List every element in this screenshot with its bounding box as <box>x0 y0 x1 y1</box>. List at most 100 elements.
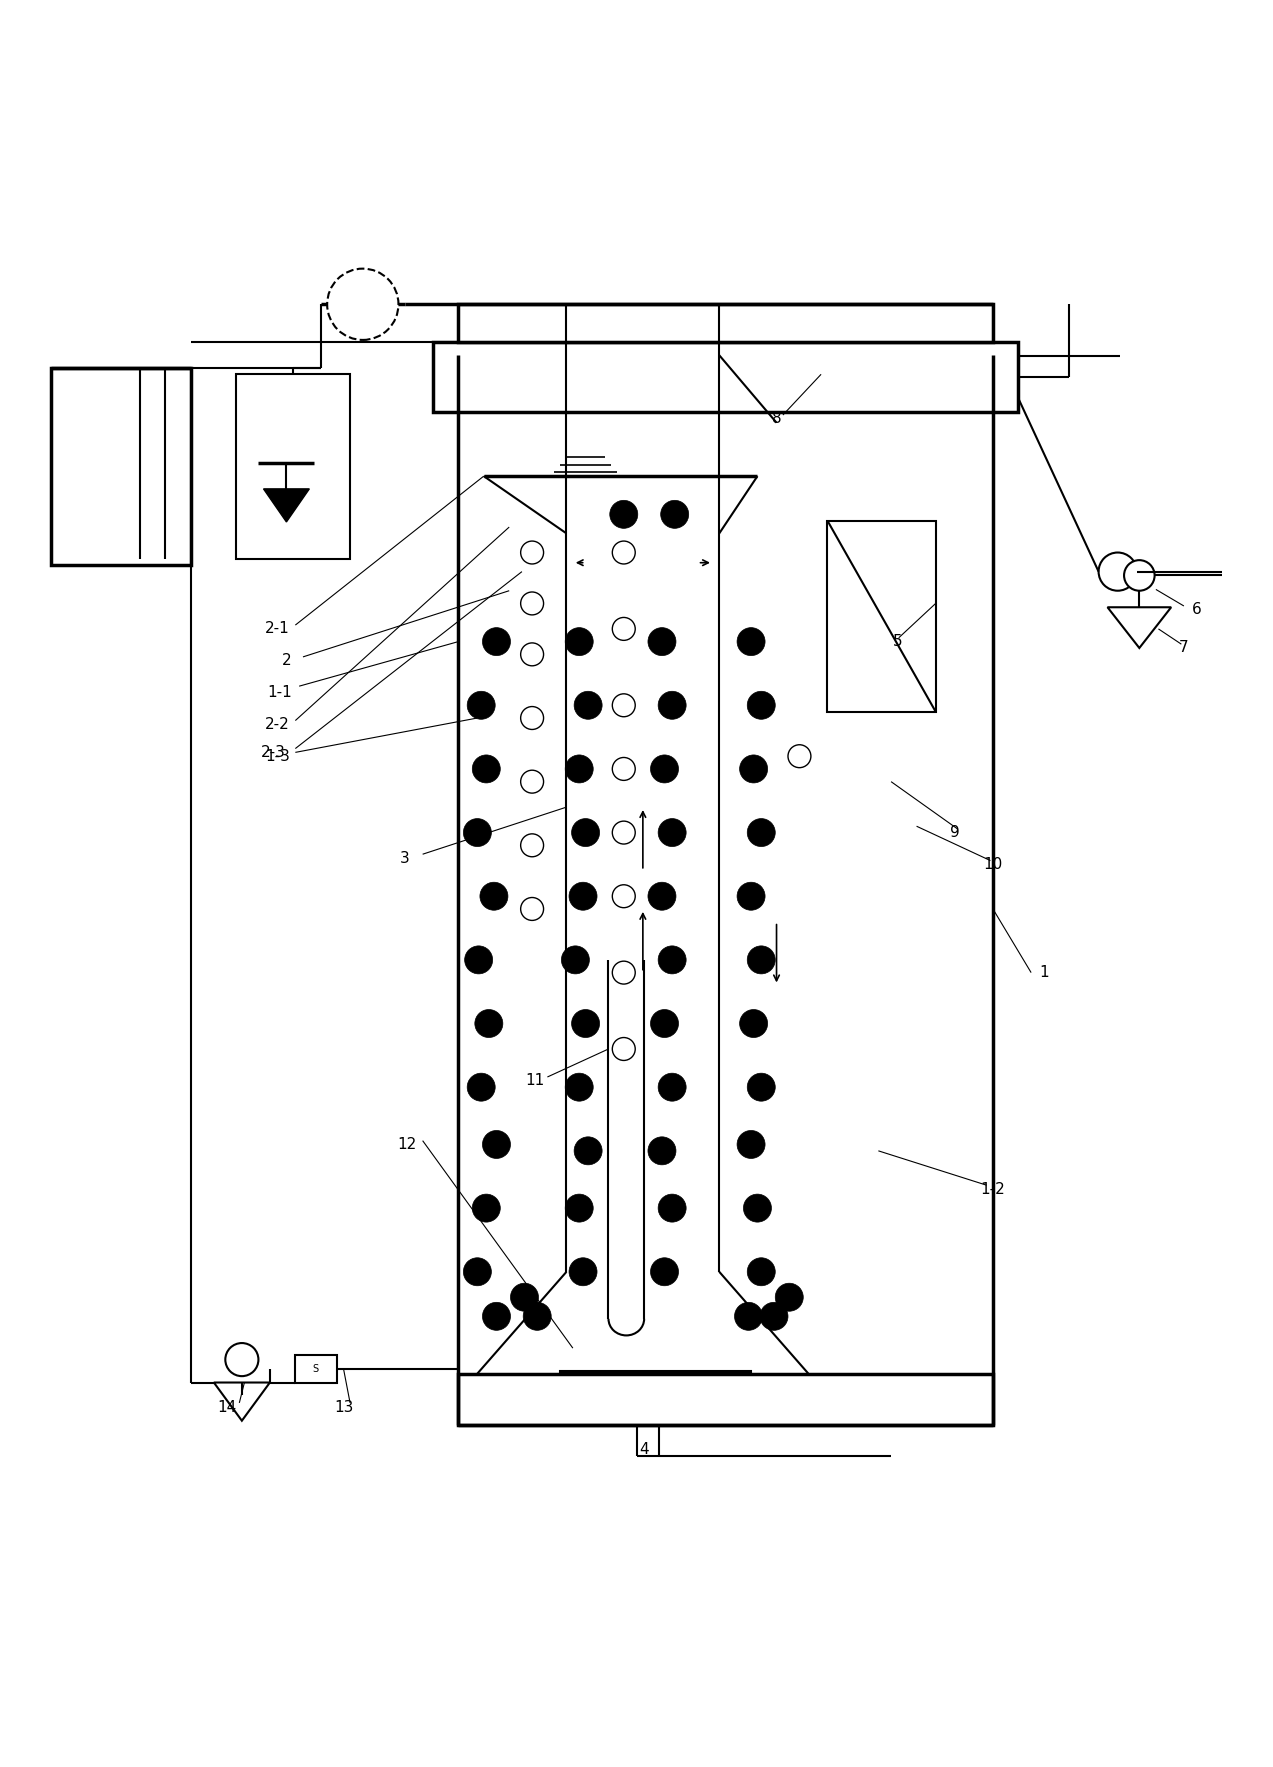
Circle shape <box>467 1073 495 1101</box>
Text: 1-2: 1-2 <box>980 1182 1006 1196</box>
Text: S: S <box>313 1364 318 1373</box>
Text: 14: 14 <box>216 1401 237 1415</box>
Bar <box>458 1373 993 1424</box>
Circle shape <box>565 627 593 656</box>
Circle shape <box>651 755 679 783</box>
Circle shape <box>521 541 544 564</box>
Circle shape <box>658 691 686 719</box>
Circle shape <box>747 1073 775 1101</box>
Text: 2-2: 2-2 <box>265 717 290 732</box>
Circle shape <box>561 945 589 974</box>
Circle shape <box>572 818 600 846</box>
Circle shape <box>1124 560 1155 590</box>
Circle shape <box>735 1302 763 1331</box>
Text: 2-3: 2-3 <box>261 746 286 760</box>
Bar <box>827 521 936 712</box>
Circle shape <box>651 1258 679 1286</box>
Circle shape <box>760 1302 788 1331</box>
Circle shape <box>465 945 493 974</box>
Circle shape <box>648 1136 676 1164</box>
Circle shape <box>747 691 775 719</box>
Circle shape <box>569 1258 597 1286</box>
Circle shape <box>612 961 635 984</box>
Text: 1: 1 <box>1039 965 1049 981</box>
Circle shape <box>610 500 638 528</box>
Circle shape <box>521 770 544 793</box>
Circle shape <box>648 882 676 910</box>
Text: 11: 11 <box>524 1073 545 1088</box>
Circle shape <box>521 643 544 666</box>
Circle shape <box>510 1283 538 1311</box>
Circle shape <box>574 1136 602 1164</box>
Text: 2: 2 <box>281 654 292 668</box>
Circle shape <box>612 694 635 717</box>
Circle shape <box>475 1009 503 1037</box>
Circle shape <box>463 1258 491 1286</box>
Circle shape <box>648 627 676 656</box>
Circle shape <box>788 744 811 767</box>
Circle shape <box>740 755 768 783</box>
Bar <box>560 1371 751 1391</box>
Circle shape <box>467 691 495 719</box>
Circle shape <box>612 822 635 845</box>
Circle shape <box>658 945 686 974</box>
Text: 7: 7 <box>1179 640 1189 656</box>
Circle shape <box>482 627 510 656</box>
Polygon shape <box>214 1382 270 1421</box>
Text: 9: 9 <box>950 825 960 839</box>
Text: 6: 6 <box>1192 603 1202 617</box>
Circle shape <box>747 818 775 846</box>
Bar <box>458 304 993 343</box>
Text: 4: 4 <box>639 1442 649 1458</box>
Circle shape <box>743 1194 771 1223</box>
Text: 2-1: 2-1 <box>265 622 290 636</box>
Bar <box>51 368 191 565</box>
Circle shape <box>612 885 635 908</box>
Circle shape <box>612 541 635 564</box>
Bar <box>236 375 350 558</box>
Circle shape <box>482 1302 510 1331</box>
Circle shape <box>612 758 635 781</box>
Text: 1-3: 1-3 <box>265 749 290 763</box>
Circle shape <box>463 818 491 846</box>
Text: 8: 8 <box>771 412 782 426</box>
Circle shape <box>569 882 597 910</box>
Circle shape <box>565 1073 593 1101</box>
Text: 12: 12 <box>397 1136 418 1152</box>
Text: 13: 13 <box>334 1401 354 1415</box>
Circle shape <box>225 1343 258 1376</box>
Circle shape <box>480 882 508 910</box>
Circle shape <box>565 755 593 783</box>
Text: 3: 3 <box>400 850 410 866</box>
Bar <box>295 1355 337 1382</box>
Circle shape <box>661 500 689 528</box>
Circle shape <box>472 755 500 783</box>
Text: 10: 10 <box>983 857 1003 871</box>
Circle shape <box>658 818 686 846</box>
Circle shape <box>612 1037 635 1060</box>
Circle shape <box>523 1302 551 1331</box>
Circle shape <box>612 617 635 640</box>
Bar <box>433 343 1018 412</box>
Circle shape <box>327 269 398 339</box>
Circle shape <box>1099 553 1137 590</box>
Circle shape <box>747 945 775 974</box>
Circle shape <box>521 592 544 615</box>
Circle shape <box>658 1194 686 1223</box>
Circle shape <box>572 1009 600 1037</box>
Circle shape <box>737 627 765 656</box>
Circle shape <box>747 1258 775 1286</box>
Circle shape <box>521 834 544 857</box>
Circle shape <box>775 1283 803 1311</box>
Circle shape <box>737 1131 765 1159</box>
Circle shape <box>472 1194 500 1223</box>
Circle shape <box>651 1009 679 1037</box>
Circle shape <box>521 898 544 921</box>
Circle shape <box>482 1131 510 1159</box>
Circle shape <box>565 1194 593 1223</box>
Circle shape <box>574 691 602 719</box>
Text: 5: 5 <box>892 634 903 648</box>
Text: 1-1: 1-1 <box>267 686 293 700</box>
Polygon shape <box>1108 608 1171 648</box>
Polygon shape <box>264 489 309 521</box>
